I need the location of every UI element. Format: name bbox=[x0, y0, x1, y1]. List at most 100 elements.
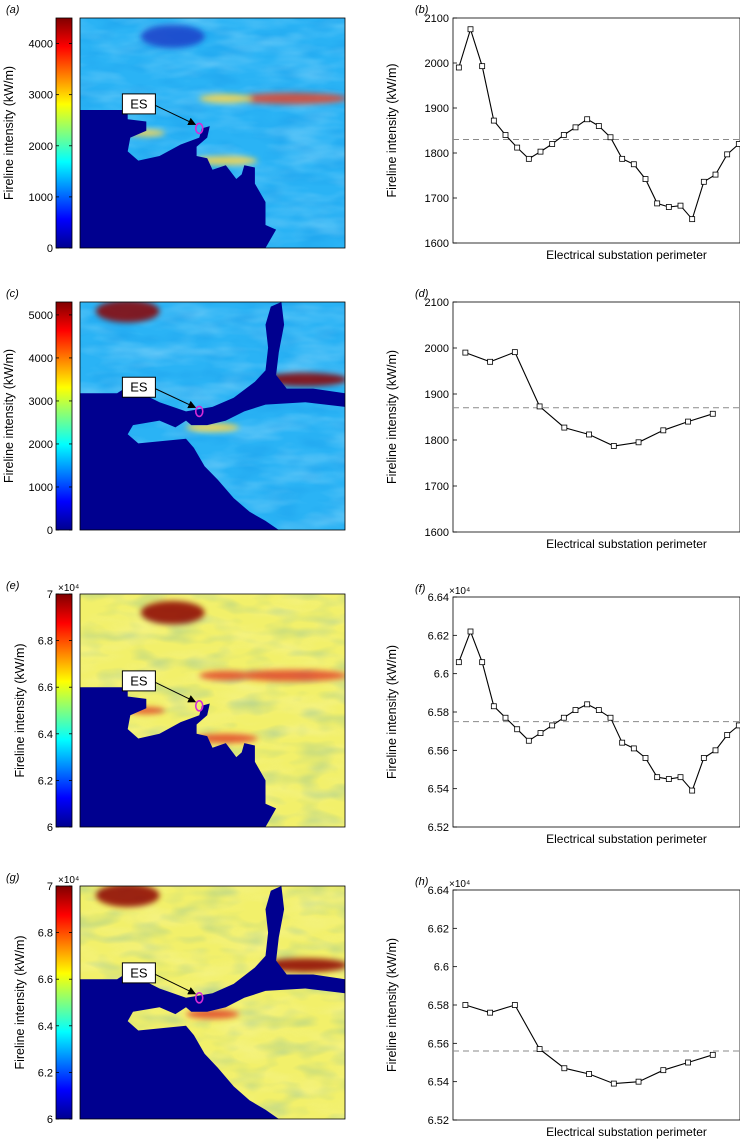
data-point bbox=[709, 410, 716, 417]
data-point bbox=[525, 155, 532, 162]
colorbar-tick-label: 3000 bbox=[29, 90, 53, 102]
colorbar-tick-label: 6.4 bbox=[38, 729, 53, 741]
y-tick-label: 1800 bbox=[425, 435, 449, 447]
data-point bbox=[490, 117, 497, 124]
panel-label: (b) bbox=[415, 4, 429, 16]
line-chart: 6.52 6.54 6.56 6.58 6.6 6.62 6.64×10⁴ (f) Electr… bbox=[385, 583, 740, 846]
sea-region bbox=[80, 687, 277, 827]
sea-region bbox=[80, 886, 345, 1119]
map-panel: ES 0 1000 2000 3000 4000 5000 (c) Fireline inten… bbox=[2, 288, 346, 537]
data-point bbox=[514, 726, 521, 733]
substation-ring bbox=[194, 405, 204, 418]
data-point bbox=[560, 714, 567, 721]
data-point bbox=[572, 707, 579, 713]
data-point bbox=[462, 349, 469, 356]
panel-label: (c) bbox=[6, 288, 19, 300]
es-arrow bbox=[154, 681, 197, 703]
y-tick-label: 1900 bbox=[425, 389, 449, 401]
colorbar-tick-label: 0 bbox=[47, 243, 53, 255]
y-tick-label: 2000 bbox=[425, 343, 449, 355]
map-panel: ES 0 1000 2000 3000 4000 (a) Fireline intensity… bbox=[2, 4, 346, 255]
colorbar bbox=[55, 885, 73, 1120]
colorbar-exponent: ×10⁴ bbox=[58, 875, 79, 886]
hot-zones bbox=[95, 302, 345, 432]
y-tick-label: 6.58 bbox=[428, 1000, 449, 1012]
data-point bbox=[536, 1046, 543, 1052]
y-tick-label: 6.52 bbox=[428, 1115, 449, 1127]
x-axis-label: Electrical substation perimeter bbox=[546, 537, 707, 551]
es-label: ES bbox=[130, 96, 148, 111]
panel-label: (h) bbox=[415, 876, 429, 888]
data-point bbox=[479, 659, 486, 666]
es-arrow bbox=[154, 104, 197, 125]
data-point bbox=[607, 714, 614, 721]
panel-label: (f) bbox=[415, 583, 426, 595]
data-point bbox=[586, 431, 592, 438]
hot-zones bbox=[95, 886, 345, 1019]
hot-zones bbox=[127, 24, 345, 166]
y-exponent: ×10⁴ bbox=[449, 586, 470, 597]
colorbar-tick-label: 7 bbox=[47, 589, 53, 601]
panel-label: (a) bbox=[6, 4, 20, 16]
colorbar-tick-label: 0 bbox=[47, 525, 53, 537]
data-point bbox=[502, 714, 509, 721]
map-frame bbox=[79, 17, 346, 249]
x-axis-label: Electrical substation perimeter bbox=[546, 832, 707, 846]
line-chart: 6.52 6.54 6.56 6.58 6.6 6.62 6.64×10⁴ (h) Electr… bbox=[385, 876, 740, 1139]
x-axis-label: Electrical substation perimeter bbox=[546, 248, 707, 262]
y-tick-label: 1900 bbox=[425, 103, 449, 115]
data-point bbox=[610, 443, 617, 449]
es-label: ES bbox=[130, 673, 148, 688]
data-point bbox=[511, 349, 518, 356]
es-label-box bbox=[121, 93, 156, 115]
colorbar-tick-label: 1000 bbox=[29, 482, 53, 494]
data-point bbox=[635, 1078, 642, 1085]
map-frame bbox=[79, 593, 346, 828]
colorbar-tick-label: 7 bbox=[47, 881, 53, 893]
data-point bbox=[677, 774, 684, 781]
es-label-box bbox=[121, 376, 156, 398]
map-frame bbox=[79, 885, 346, 1120]
data-point bbox=[561, 424, 568, 431]
map-frame bbox=[79, 301, 346, 531]
data-point bbox=[665, 204, 672, 210]
colorbar-ylabel: Fireline intensity (kW/m) bbox=[13, 935, 27, 1069]
data-point bbox=[654, 200, 661, 207]
colorbar-tick-label: 6.6 bbox=[38, 682, 53, 694]
data-point bbox=[537, 148, 544, 155]
data-point bbox=[537, 730, 544, 736]
data-point bbox=[685, 418, 691, 425]
line-chart: 1600 1700 1800 1900 2000 2100(d) Electrical su… bbox=[385, 288, 740, 551]
data-point bbox=[700, 178, 707, 185]
data-point bbox=[619, 739, 626, 746]
data-point bbox=[560, 132, 567, 138]
data-point bbox=[514, 144, 521, 151]
data-point bbox=[665, 776, 672, 782]
data-point bbox=[685, 1059, 691, 1066]
colorbar-tick-label: 4000 bbox=[29, 353, 53, 365]
colorbar-tick-label: 6 bbox=[47, 1114, 53, 1126]
data-point bbox=[487, 1009, 494, 1016]
data-point bbox=[561, 1065, 568, 1072]
substation-ring bbox=[194, 122, 204, 135]
es-arrow bbox=[154, 387, 197, 409]
colorbar-tick-label: 6.8 bbox=[38, 928, 53, 940]
data-point bbox=[502, 132, 509, 138]
colorbar-tick-label: 2000 bbox=[29, 439, 53, 451]
y-tick-label: 6.54 bbox=[428, 1077, 449, 1089]
data-point bbox=[660, 1067, 667, 1074]
y-tick-label: 6.6 bbox=[434, 962, 449, 974]
colorbar-tick-label: 6.8 bbox=[38, 636, 53, 648]
data-point bbox=[572, 124, 579, 131]
data-point bbox=[584, 116, 591, 123]
colorbar-tick-label: 6.2 bbox=[38, 1067, 53, 1079]
data-point bbox=[735, 722, 740, 729]
colorbar-ylabel: Fireline intensity (kW/m) bbox=[2, 349, 16, 483]
data-point bbox=[712, 171, 719, 178]
data-point bbox=[467, 628, 474, 635]
y-tick-label: 6.62 bbox=[428, 923, 449, 935]
data-point bbox=[735, 141, 740, 147]
data-point bbox=[642, 755, 649, 761]
es-label: ES bbox=[130, 965, 148, 980]
data-point bbox=[654, 774, 661, 781]
